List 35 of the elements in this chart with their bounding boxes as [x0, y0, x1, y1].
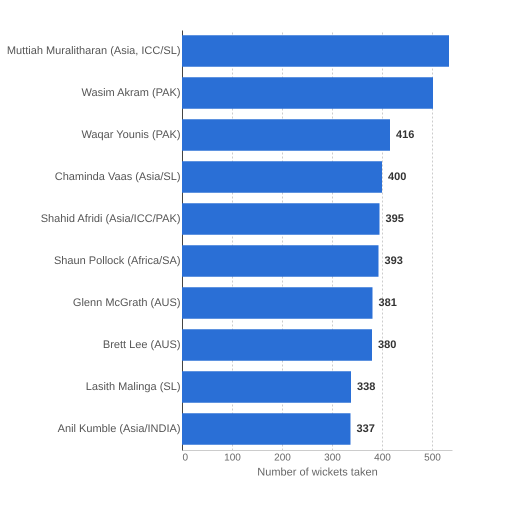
x-tick-label: 200	[274, 452, 292, 464]
bar	[182, 413, 350, 445]
y-tick-label: Shahid Afridi (Asia/ICC/PAK)	[40, 213, 180, 225]
data-label: 416	[396, 129, 414, 141]
x-tick-label: 300	[324, 452, 342, 464]
x-tick-label: 500	[424, 452, 442, 464]
y-tick-label: Waqar Younis (PAK)	[81, 129, 180, 141]
y-tick-label: Wasim Akram (PAK)	[81, 87, 180, 99]
y-tick-label: Muttiah Muralitharan (Asia, ICC/SL)	[6, 45, 180, 57]
bar	[182, 35, 449, 67]
y-tick-label: Glenn McGrath (AUS)	[72, 297, 180, 309]
y-tick-label: Brett Lee (AUS)	[102, 339, 180, 351]
bar	[182, 245, 378, 277]
y-tick-label: Chaminda Vaas (Asia/SL)	[54, 171, 180, 183]
data-label: 380	[378, 339, 396, 351]
data-label: 395	[386, 213, 404, 225]
data-label: 393	[384, 255, 403, 267]
x-tick-label: 0	[182, 452, 188, 464]
bar	[182, 119, 390, 151]
data-label: 337	[356, 423, 375, 435]
x-tick-label: 100	[224, 452, 242, 464]
data-label: 381	[378, 297, 397, 309]
bar	[182, 203, 380, 235]
bar	[182, 371, 351, 403]
y-tick-label: Shaun Pollock (Africa/SA)	[54, 255, 180, 267]
bar	[182, 287, 372, 319]
bar	[182, 77, 433, 109]
y-tick-label: Anil Kumble (Asia/INDIA)	[58, 423, 180, 435]
y-tick-label: Lasith Malinga (SL)	[86, 381, 180, 393]
data-label: 338	[357, 381, 376, 393]
x-axis-title: Number of wickets taken	[257, 466, 378, 478]
bar	[182, 329, 372, 361]
data-label: 400	[388, 171, 406, 183]
x-tick-label: 400	[374, 452, 392, 464]
bar	[182, 161, 382, 193]
